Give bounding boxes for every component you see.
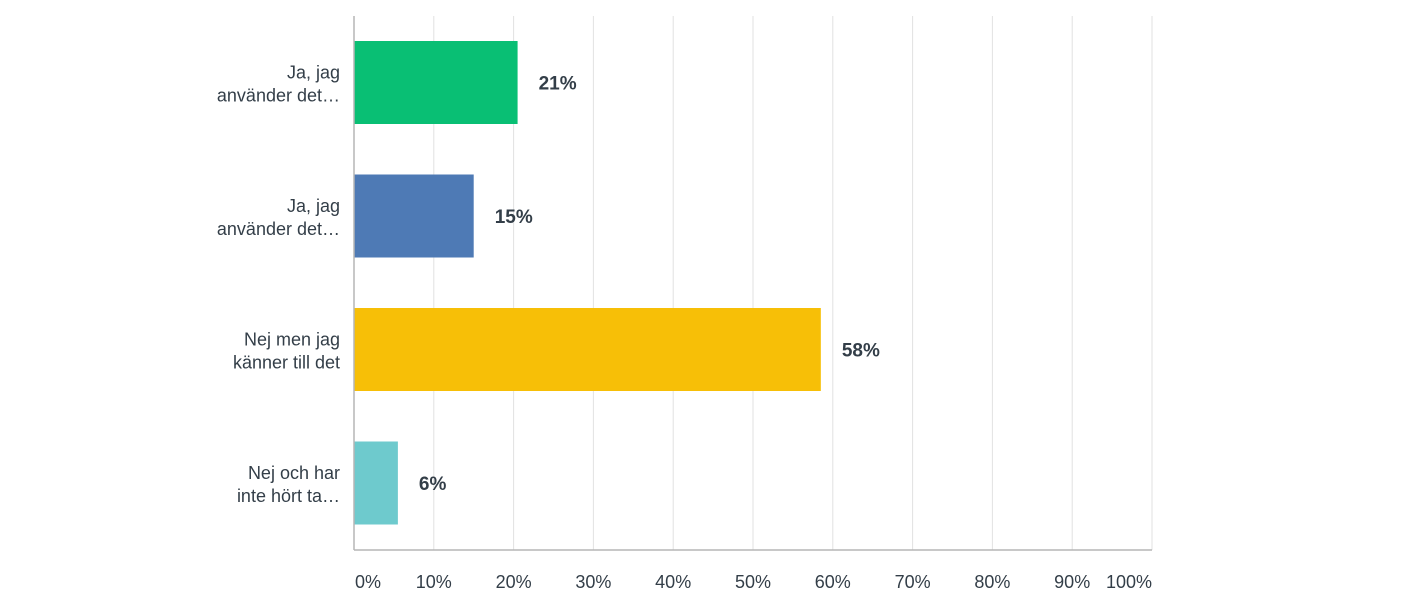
bar <box>354 41 518 124</box>
category-label-line: Nej och har <box>248 463 340 483</box>
bar <box>354 441 398 525</box>
x-tick-label: 80% <box>974 572 1010 592</box>
category-label-line: Ja, jag <box>287 196 340 216</box>
category-label-line: Ja, jag <box>287 63 340 83</box>
x-tick-label: 70% <box>895 572 931 592</box>
axis-layer <box>353 16 1152 551</box>
bar-value-label: 6% <box>419 474 447 495</box>
x-tick-label: 30% <box>575 572 611 592</box>
category-label-line: använder det… <box>217 86 340 106</box>
grid-layer <box>433 16 1153 550</box>
bar-value-label: 15% <box>495 207 533 228</box>
x-tick-label: 10% <box>416 572 452 592</box>
bar-value-label: 21% <box>539 74 577 95</box>
x-tick-label: 90% <box>1054 572 1090 592</box>
label-layer: 0% 10% 20% 30% 40% 50% 60% 70% 80% 90% 100% 21% Ja, … <box>217 63 1152 593</box>
category-label: Ja, jag använder det… <box>217 63 340 106</box>
category-label: Nej men jag känner till det <box>233 330 340 373</box>
bar <box>354 308 821 391</box>
bar <box>354 174 474 258</box>
x-tick-label: 60% <box>815 572 851 592</box>
x-tick-label: 0% <box>355 572 381 592</box>
category-label: Ja, jag använder det… <box>217 196 340 239</box>
category-label: Nej och har inte hört ta… <box>237 463 340 506</box>
x-tick-label: 100% <box>1106 572 1152 592</box>
category-label-line: inte hört ta… <box>237 486 340 506</box>
x-tick-label: 20% <box>496 572 532 592</box>
bar-layer <box>354 41 821 525</box>
x-tick-label: 40% <box>655 572 691 592</box>
category-label-line: känner till det <box>233 353 340 373</box>
bar-value-label: 58% <box>842 341 880 362</box>
category-label-line: Nej men jag <box>244 330 340 350</box>
category-label-line: använder det… <box>217 219 340 239</box>
x-tick-label: 50% <box>735 572 771 592</box>
